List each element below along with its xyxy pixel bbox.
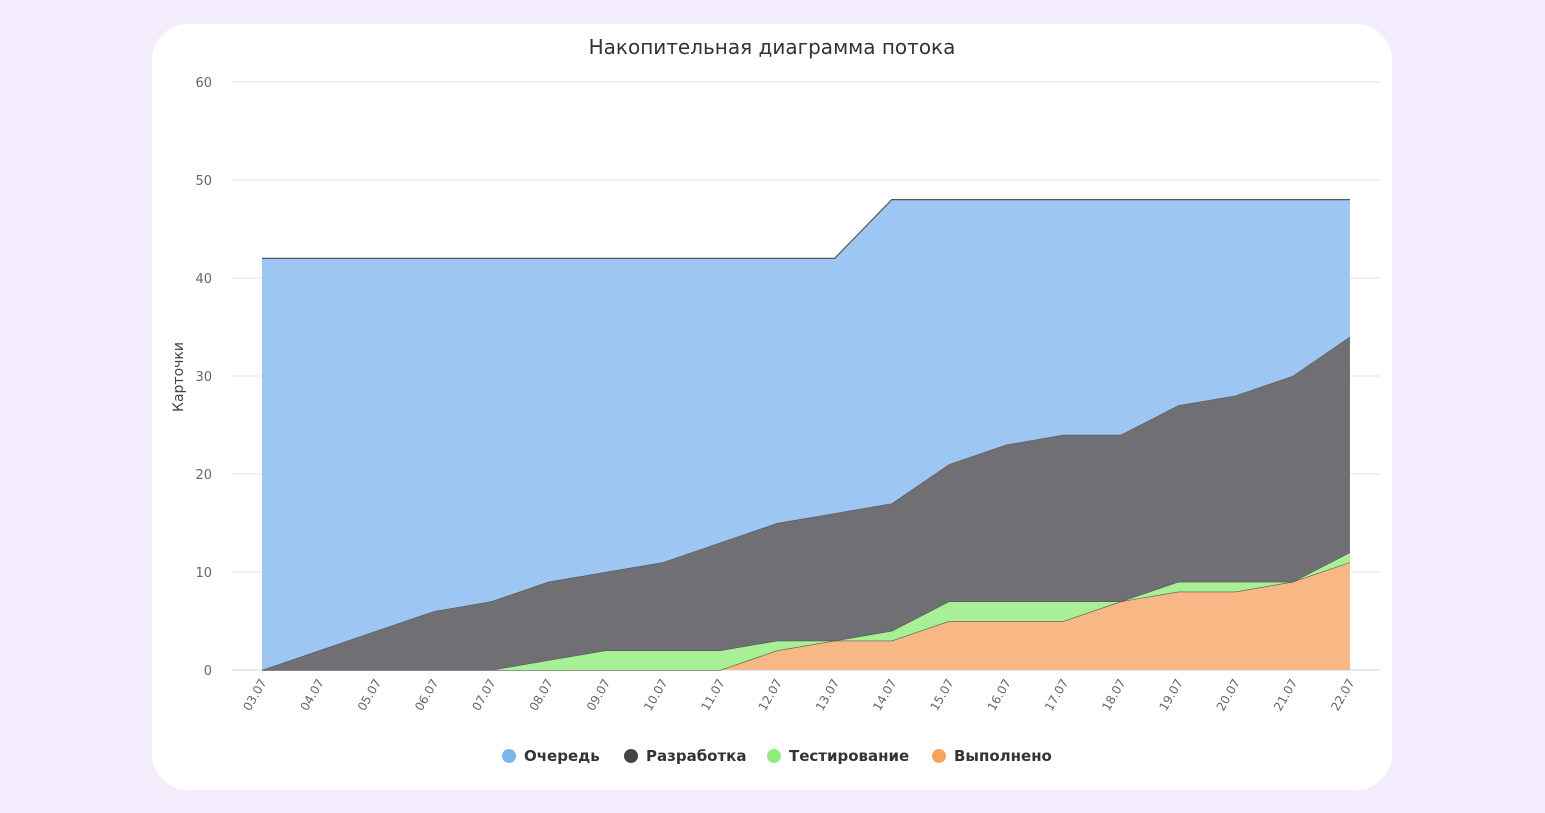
y-tick-label: 30 xyxy=(195,370,212,385)
x-tick-label: 03.07 xyxy=(240,677,269,714)
legend: Очередь Разработка Тестирование Выполнено xyxy=(502,747,1052,765)
area-Выполнено xyxy=(262,562,1350,670)
y-tick-label: 60 xyxy=(195,76,212,91)
chart-card: Накопительная диаграмма потока Карточки … xyxy=(152,24,1392,790)
x-tick-label: 04.07 xyxy=(298,677,327,714)
x-tick-label: 20.07 xyxy=(1214,677,1243,714)
x-tick-label: 22.07 xyxy=(1328,677,1357,714)
legend-marker-Очередь xyxy=(502,749,516,763)
x-tick-label: 11.07 xyxy=(698,677,727,714)
legend-item-Очередь[interactable]: Очередь xyxy=(524,747,600,765)
x-tick-label: 05.07 xyxy=(355,677,384,714)
y-tick-label: 0 xyxy=(204,664,212,679)
area-Очередь xyxy=(262,199,1350,670)
x-tick-label: 21.07 xyxy=(1271,677,1300,714)
legend-marker-Выполнено xyxy=(932,749,946,763)
y-axis-label: Карточки xyxy=(171,342,187,412)
x-tick-label: 12.07 xyxy=(756,677,785,714)
legend-item-Тестирование[interactable]: Тестирование xyxy=(789,747,909,765)
series-line-Очередь xyxy=(262,199,1350,259)
legend-marker-Тестирование xyxy=(767,749,781,763)
x-tick-label: 18.07 xyxy=(1099,677,1128,714)
x-axis-ticks: 03.07 04.07 05.07 06.07 07.07 08.07 09.07 10.07… xyxy=(240,677,1357,714)
y-axis-ticks: 0 10 20 30 40 50 60 xyxy=(195,76,212,679)
legend-marker-Разработка xyxy=(624,749,638,763)
x-tick-label: 07.07 xyxy=(469,677,498,714)
chart-svg: Накопительная диаграмма потока Карточки … xyxy=(171,35,1380,765)
legend-item-Разработка[interactable]: Разработка xyxy=(646,747,746,765)
x-tick-label: 17.07 xyxy=(1042,677,1071,714)
x-tick-label: 15.07 xyxy=(927,677,956,714)
x-tick-label: 06.07 xyxy=(412,677,441,714)
y-tick-label: 40 xyxy=(195,272,212,287)
y-tick-label: 50 xyxy=(195,174,212,189)
x-tick-label: 10.07 xyxy=(641,677,670,714)
area-series xyxy=(261,199,1351,671)
x-tick-label: 08.07 xyxy=(527,677,556,714)
y-tick-label: 20 xyxy=(195,468,212,483)
legend-item-Выполнено[interactable]: Выполнено xyxy=(954,747,1052,765)
x-tick-label: 16.07 xyxy=(985,677,1014,714)
chart-title: Накопительная диаграмма потока xyxy=(589,35,956,59)
y-tick-label: 10 xyxy=(195,566,212,581)
x-tick-label: 19.07 xyxy=(1156,677,1185,714)
x-tick-label: 13.07 xyxy=(813,677,842,714)
x-tick-label: 09.07 xyxy=(584,677,613,714)
x-tick-label: 14.07 xyxy=(870,677,899,714)
